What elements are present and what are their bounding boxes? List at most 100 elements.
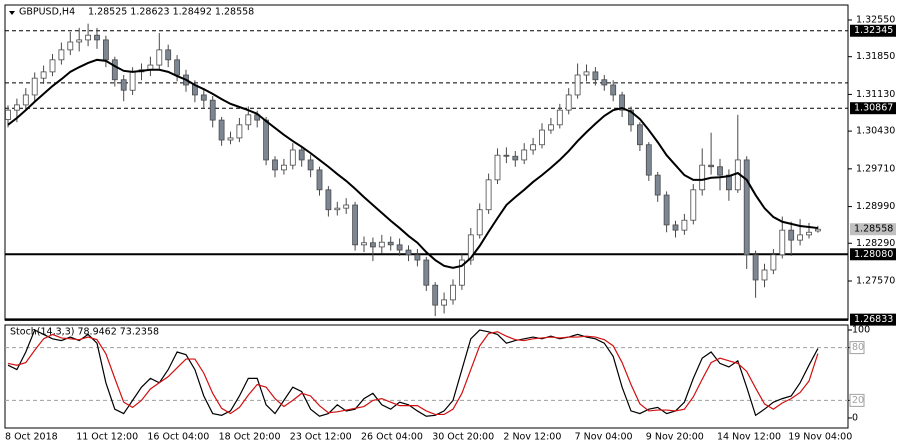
candle-body bbox=[592, 71, 599, 81]
y-tick-label: 1.29710 bbox=[856, 163, 895, 174]
candle-body bbox=[111, 59, 118, 81]
last-price-box bbox=[850, 223, 896, 236]
candle-body bbox=[218, 119, 225, 141]
x-tick-label: 30 Oct 20:00 bbox=[432, 432, 494, 443]
candle-body bbox=[414, 254, 421, 261]
level-label: 1.26833 bbox=[854, 314, 893, 325]
y-tick-label: 1.28290 bbox=[856, 238, 895, 249]
candle-body bbox=[156, 49, 163, 66]
last-price-label: 1.28558 bbox=[854, 224, 893, 235]
candle-body bbox=[770, 254, 777, 271]
candle-body bbox=[5, 109, 11, 120]
candle-body bbox=[245, 114, 252, 126]
candle-body bbox=[503, 154, 510, 157]
stoch-panel bbox=[4, 324, 849, 429]
level-label: 1.32345 bbox=[854, 25, 893, 36]
chart-subtitle: 1.28525 1.28623 1.28492 1.28558 bbox=[88, 7, 254, 18]
level-label: 1.28080 bbox=[854, 249, 893, 260]
candle-body bbox=[494, 154, 501, 181]
candle-body bbox=[512, 155, 519, 161]
y-tick-label: 0 bbox=[852, 412, 858, 423]
candle-body bbox=[76, 39, 83, 43]
y-tick-label: 1.31850 bbox=[856, 51, 895, 62]
candle-body bbox=[334, 207, 341, 211]
candle-body bbox=[690, 189, 697, 221]
candle-body bbox=[361, 242, 367, 246]
candle-body bbox=[788, 229, 795, 241]
candle-body bbox=[583, 71, 590, 76]
level-label-box bbox=[850, 313, 896, 326]
chart-title: GBPUSD,H4 bbox=[19, 7, 75, 18]
candle-body bbox=[58, 49, 65, 61]
x-tick-label: 26 Oct 04:00 bbox=[361, 432, 423, 443]
candle-body bbox=[298, 149, 305, 161]
menu-arrow bbox=[9, 11, 15, 15]
level-label: 1.30867 bbox=[854, 103, 893, 114]
y-tick-label: 1.32550 bbox=[856, 14, 895, 25]
candle-body bbox=[316, 169, 323, 191]
candle-body bbox=[450, 284, 456, 301]
x-tick-label: 9 Nov 20:00 bbox=[646, 432, 704, 443]
candle-body bbox=[236, 124, 243, 139]
y-tick-label: 100 bbox=[852, 325, 870, 336]
candle-body bbox=[441, 299, 448, 306]
y-tick-label: 1.31130 bbox=[856, 89, 895, 100]
candle-body bbox=[94, 34, 100, 41]
candle-body bbox=[165, 49, 172, 61]
candle-body bbox=[556, 109, 563, 126]
candle-body bbox=[521, 149, 528, 161]
candle-body bbox=[369, 242, 376, 248]
candle-body bbox=[779, 229, 786, 256]
candle-body bbox=[103, 39, 109, 61]
x-tick-label: 19 Nov 04:00 bbox=[788, 432, 852, 443]
candle-body bbox=[49, 59, 56, 73]
candle-body bbox=[485, 179, 492, 211]
candle-body bbox=[272, 159, 278, 171]
candle-body bbox=[717, 166, 723, 176]
candle-body bbox=[129, 71, 136, 91]
candle-body bbox=[432, 284, 439, 306]
candle-body bbox=[289, 149, 296, 166]
x-tick-label: 11 Oct 12:00 bbox=[76, 432, 138, 443]
y-tick-label: 1.30430 bbox=[856, 126, 895, 137]
moving-average bbox=[7, 58, 819, 269]
candle-body bbox=[565, 94, 572, 111]
candle-body bbox=[619, 94, 625, 111]
candle-body bbox=[22, 94, 29, 106]
candle-body bbox=[423, 259, 430, 286]
candle-body bbox=[405, 249, 412, 256]
candle-body bbox=[85, 34, 91, 41]
y-tick-box bbox=[849, 341, 865, 355]
level-label-box bbox=[850, 24, 896, 37]
candle-body bbox=[761, 269, 768, 281]
y-tick-label: 1.27570 bbox=[856, 276, 895, 287]
candle-body bbox=[663, 194, 670, 226]
candle-body bbox=[396, 244, 403, 251]
candle-body bbox=[530, 144, 536, 151]
candle-body bbox=[209, 99, 216, 121]
x-tick-label: 2 Nov 12:00 bbox=[503, 432, 561, 443]
candle-body bbox=[637, 124, 643, 146]
candle-body bbox=[539, 129, 545, 146]
stoch-line bbox=[7, 331, 819, 416]
x-tick-label: 16 Oct 04:00 bbox=[147, 432, 209, 443]
indicator-title: Stoch(14,3,3) 78.9462 73.2358 bbox=[10, 327, 159, 338]
candle-body bbox=[325, 189, 332, 211]
x-tick-label: 7 Nov 04:00 bbox=[575, 432, 633, 443]
candle-body bbox=[610, 84, 617, 96]
candle-body bbox=[672, 224, 679, 231]
x-tick-label: 18 Oct 20:00 bbox=[219, 432, 281, 443]
candle-body bbox=[699, 164, 706, 191]
candle-body bbox=[387, 241, 394, 246]
candle-body bbox=[752, 254, 759, 281]
candle-body bbox=[601, 79, 608, 86]
y-tick-box bbox=[849, 393, 865, 407]
candle-body bbox=[227, 137, 234, 141]
candle-body bbox=[263, 119, 270, 161]
candle-body bbox=[13, 104, 20, 111]
candle-body bbox=[31, 77, 38, 96]
candle-body bbox=[343, 204, 350, 209]
candle-body bbox=[120, 79, 127, 91]
